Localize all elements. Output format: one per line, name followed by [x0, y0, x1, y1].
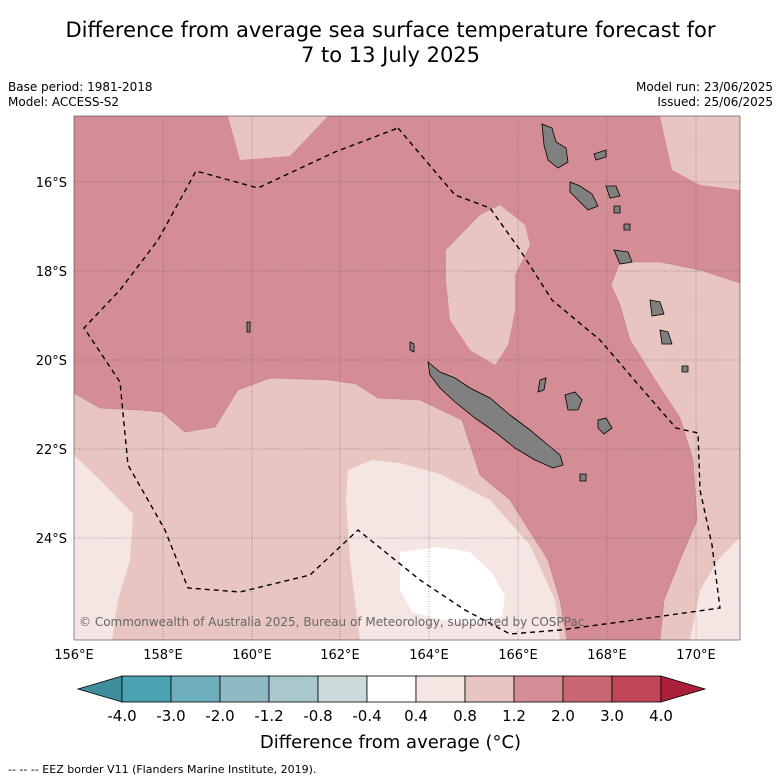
lon-tick: 160°E — [232, 648, 272, 663]
colorbar-label: -2.0 — [205, 707, 234, 725]
issued-date: Issued: 25/06/2025 — [657, 95, 773, 109]
anomaly-band-0.8-1.2-northeast — [660, 116, 740, 190]
colorbar-labels: -4.0 -3.0 -2.0 -1.2 -0.8 -0.4 0.4 0.8 1.2 2.0 3.0 4… — [107, 707, 673, 725]
colorbar-label: 0.4 — [404, 707, 428, 725]
vanuatu-espiritu-santo — [541, 123, 569, 169]
map-frame — [73, 115, 741, 641]
colorbar-label: -3.0 — [156, 707, 185, 725]
colorbar-segment — [415, 675, 466, 703]
lat-tick: 20°S — [36, 354, 67, 369]
eez-border — [83, 127, 721, 635]
colorbar-max-arrow — [660, 675, 707, 703]
colorbar-label: -1.2 — [254, 707, 283, 725]
colorbar — [76, 675, 707, 703]
lon-tick: 156°E — [54, 648, 94, 663]
model-name: Model: ACCESS-S2 — [8, 95, 120, 109]
map-area: © Commonwealth of Australia 2025, Bureau… — [74, 116, 740, 640]
lon-tick: 166°E — [498, 648, 538, 663]
colorbar-label: -0.8 — [303, 707, 332, 725]
colorbar-segment — [562, 675, 613, 703]
base-period: Base period: 1981-2018 — [8, 80, 153, 94]
model-run: Model run: 23/06/2025 — [635, 80, 773, 94]
new-caledonia — [427, 361, 564, 469]
anomaly-band-0.8-1.2-north — [446, 205, 530, 365]
colorbar-segment — [513, 675, 564, 703]
colorbar-title: Difference from average (°C) — [259, 732, 522, 753]
lat-tick: 18°S — [36, 265, 67, 280]
copyright-notice: © Commonwealth of Australia 2025, Bureau… — [79, 615, 584, 629]
colorbar-segment — [464, 675, 515, 703]
land-masses — [246, 123, 689, 482]
lon-tick: 164°E — [409, 648, 449, 663]
colorbar-segment — [219, 675, 270, 703]
colorbar-segment — [366, 675, 417, 703]
lon-axis: 156°E 158°E 160°E 162°E 164°E 166°E 168°… — [54, 648, 716, 663]
meta-left: Base period: 1981-2018 Model: ACCESS-S2 — [8, 80, 153, 110]
anomaly-band-0.4-0.8-east — [690, 537, 740, 640]
title-line-2: 7 to 13 July 2025 — [300, 43, 481, 67]
lat-tick: 16°S — [36, 176, 67, 191]
colorbar-segment — [317, 675, 368, 703]
colorbar-segment — [268, 675, 319, 703]
anomaly-band-1.2-2.0 — [74, 116, 740, 640]
lon-tick: 170°E — [676, 648, 716, 663]
lat-axis: 16°S 18°S 20°S 22°S 24°S — [36, 176, 67, 547]
ouvea-lifou — [564, 391, 583, 411]
title-line-1: Difference from average sea surface temp… — [65, 18, 716, 42]
colorbar-label: -0.4 — [352, 707, 381, 725]
colorbar-label: 0.8 — [453, 707, 477, 725]
colorbar-label: 1.2 — [502, 707, 526, 725]
colorbar-segment — [611, 675, 662, 703]
colorbar-label: 3.0 — [600, 707, 624, 725]
anomaly-band-0.4-0.8-west — [74, 455, 133, 640]
anomaly-band-neutral — [400, 547, 505, 623]
chart-title: Difference from average sea surface temp… — [0, 18, 781, 68]
lon-tick: 162°E — [320, 648, 360, 663]
colorbar-segment — [170, 675, 221, 703]
colorbar-label: -4.0 — [107, 707, 136, 725]
meta-right: Model run: 23/06/2025 Issued: 25/06/2025 — [636, 80, 773, 110]
footer-note: -- -- -- EEZ border V11 (Flanders Marine… — [8, 763, 317, 776]
lat-tick: 22°S — [36, 443, 67, 458]
colorbar-segment — [121, 675, 172, 703]
lat-tick: 24°S — [36, 532, 67, 547]
graticule — [74, 116, 740, 640]
colorbar-min-arrow — [76, 675, 123, 703]
lon-tick: 158°E — [143, 648, 183, 663]
colorbar-label: 2.0 — [551, 707, 575, 725]
lon-tick: 168°E — [587, 648, 627, 663]
colorbar-label: 4.0 — [649, 707, 673, 725]
